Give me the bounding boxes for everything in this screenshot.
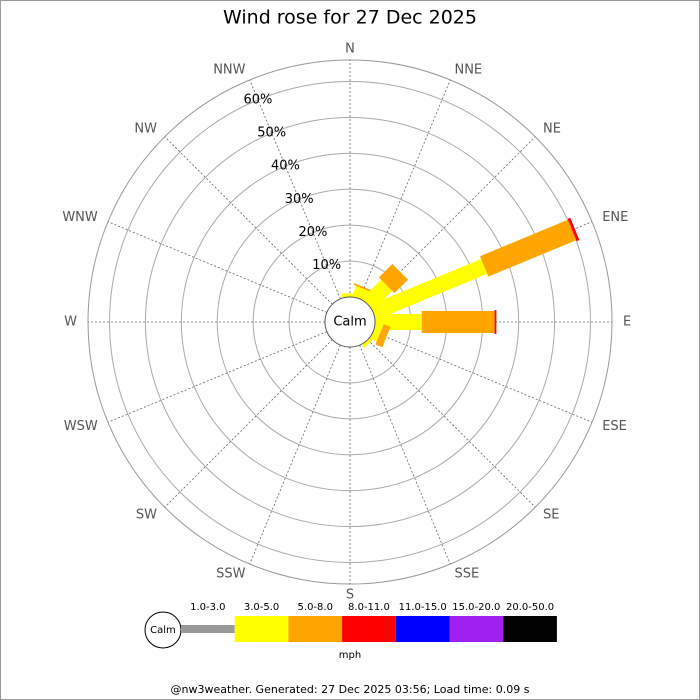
bar-segment <box>480 219 577 277</box>
spoke <box>164 339 333 508</box>
bar-segment <box>375 324 391 348</box>
direction-label: ESE <box>602 419 627 434</box>
legend-label: 3.0-5.0 <box>244 602 279 613</box>
bar-segment <box>370 259 488 320</box>
r-tick-label: 40% <box>271 159 300 174</box>
legend-swatch <box>288 616 343 642</box>
direction-label: NE <box>543 121 561 136</box>
calm-circle <box>324 296 376 348</box>
bar-segment <box>362 279 393 310</box>
legend-label: 8.0-11.0 <box>348 602 390 613</box>
direction-label: WNW <box>62 210 98 225</box>
spoke <box>107 221 328 313</box>
legend-swatch <box>234 616 289 642</box>
legend-swatch <box>181 625 235 633</box>
legend-label: 15.0-20.0 <box>452 602 500 613</box>
spoke <box>359 344 451 565</box>
legend-label: 20.0-50.0 <box>506 602 554 613</box>
spoke <box>249 79 341 300</box>
direction-label: SW <box>136 508 157 523</box>
direction-label: SSE <box>454 567 479 582</box>
legend-label: 11.0-15.0 <box>399 602 447 613</box>
direction-label: S <box>346 588 354 603</box>
bar-segment <box>362 334 376 348</box>
r-tick-label: 50% <box>257 126 286 141</box>
direction-label: E <box>623 315 631 330</box>
units-label: mph <box>339 650 361 661</box>
r-tick-label: 30% <box>285 192 314 207</box>
spoke <box>367 339 536 508</box>
direction-label: NNW <box>213 62 245 77</box>
legend-label: 5.0-8.0 <box>298 602 333 613</box>
direction-label: W <box>64 315 77 330</box>
spoke <box>359 79 451 300</box>
direction-label: ENE <box>602 210 628 225</box>
spoke <box>164 136 333 305</box>
direction-label: NNE <box>454 62 482 77</box>
grid-ring <box>180 152 520 492</box>
direction-label: WSW <box>64 419 98 434</box>
footer: @nw3weather. Generated: 27 Dec 2025 03:5… <box>171 683 530 696</box>
legend-calm-label: Calm <box>150 625 176 636</box>
grid-ring <box>144 116 556 528</box>
legend-swatch <box>342 616 396 642</box>
direction-label: NW <box>134 121 157 136</box>
bar-segment <box>353 283 375 294</box>
r-tick-label: 20% <box>298 225 327 240</box>
direction-label: N <box>345 42 355 57</box>
bar-segment <box>494 310 497 334</box>
bar-segment <box>567 217 580 242</box>
legend-swatch <box>395 616 450 642</box>
legend-label: 1.0-3.0 <box>190 602 225 613</box>
spoke <box>372 331 593 423</box>
spoke <box>249 344 341 565</box>
direction-label: SE <box>543 508 559 523</box>
chart-title: Wind rose for 27 Dec 2025 <box>223 7 477 29</box>
legend-swatch <box>503 616 557 642</box>
calm-label: Calm <box>333 315 366 330</box>
grid-ring <box>109 81 591 563</box>
spoke <box>107 331 328 423</box>
r-tick-label: 10% <box>312 258 341 273</box>
bar-segment <box>421 311 495 333</box>
bar-segment <box>378 264 408 294</box>
r-tick-label: 60% <box>244 92 273 107</box>
spoke <box>367 136 536 305</box>
legend-swatch <box>449 616 504 642</box>
direction-label: SSW <box>216 567 246 582</box>
